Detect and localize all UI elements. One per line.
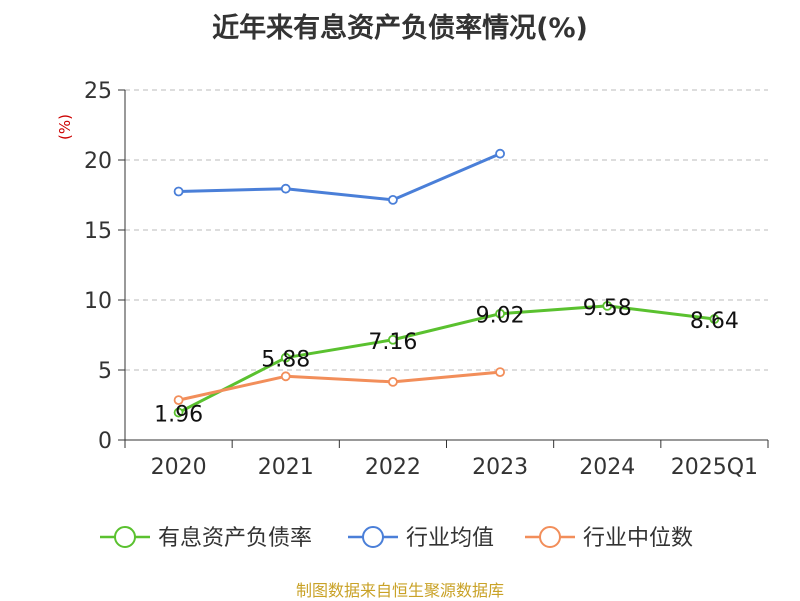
legend-label: 有息资产负债率 <box>158 526 312 551</box>
series-line-0 <box>177 304 715 414</box>
y-tick-label: 0 <box>98 429 112 454</box>
data-label: 7.16 <box>368 330 417 355</box>
y-tick-label: 15 <box>84 219 112 244</box>
legend-label: 行业中位数 <box>583 526 693 551</box>
x-tick-label: 2021 <box>258 455 314 480</box>
series-line-2 <box>178 370 501 402</box>
legend-marker <box>362 526 384 548</box>
data-point <box>388 334 398 345</box>
x-tick-label: 2024 <box>579 455 635 480</box>
x-tick-label: 2023 <box>472 455 528 480</box>
data-point <box>173 395 184 406</box>
data-point <box>495 148 505 159</box>
data-label: 8.64 <box>690 309 739 334</box>
x-tick-label: 2022 <box>365 455 421 480</box>
legend-label: 行业均值 <box>406 526 494 551</box>
data-label: 5.88 <box>261 348 310 373</box>
data-point <box>602 300 613 311</box>
y-tick-label: 20 <box>84 149 112 174</box>
x-tick-label: 2020 <box>151 455 207 480</box>
data-label: 9.02 <box>476 304 525 329</box>
data-point <box>280 371 291 382</box>
chart-title: 近年来有息资产负债率情况(%) <box>212 13 588 44</box>
y-axis-label: (%) <box>56 114 74 140</box>
data-point <box>173 407 184 418</box>
source-footer: 制图数据来自恒生聚源数据库 <box>295 581 504 600</box>
data-label: 9.58 <box>583 296 632 321</box>
x-tick-label: 2025Q1 <box>671 455 758 480</box>
series-line-1 <box>178 152 501 202</box>
legend-marker <box>539 526 561 548</box>
y-tick-label: 25 <box>84 79 112 104</box>
data-point <box>388 376 398 387</box>
data-point <box>280 352 291 363</box>
data-label: 1.96 <box>154 403 203 428</box>
legend-marker <box>114 526 136 548</box>
y-tick-label: 5 <box>98 359 112 384</box>
data-point <box>173 186 184 197</box>
y-tick-label: 10 <box>84 289 112 314</box>
data-point <box>495 367 505 378</box>
data-point <box>280 183 291 194</box>
data-point <box>388 194 398 205</box>
data-point <box>495 308 505 319</box>
data-point <box>709 314 720 324</box>
